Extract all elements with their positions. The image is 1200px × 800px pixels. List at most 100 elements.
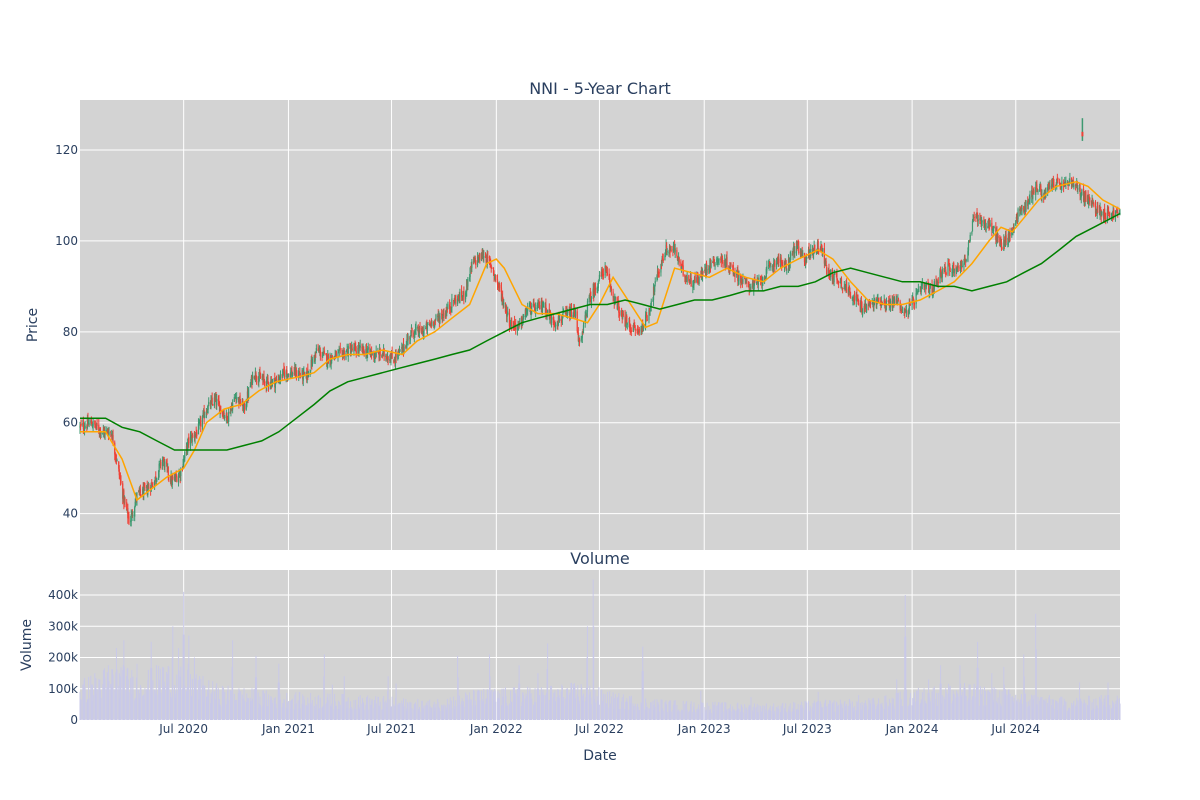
volume-bar bbox=[960, 683, 962, 720]
candle-body bbox=[425, 328, 427, 330]
candle-body bbox=[953, 268, 955, 274]
candle-body bbox=[233, 397, 235, 402]
volume-bar bbox=[764, 709, 766, 720]
volume-bar bbox=[585, 688, 587, 720]
candle-body bbox=[90, 418, 92, 425]
volume-bar bbox=[720, 704, 722, 720]
volume-bar bbox=[146, 690, 148, 720]
volume-bar bbox=[756, 706, 758, 720]
candle-body bbox=[983, 219, 985, 224]
candle-body bbox=[1029, 196, 1031, 200]
volume-bar bbox=[784, 710, 786, 720]
volume-bar bbox=[1057, 702, 1059, 720]
candle-body bbox=[423, 329, 425, 334]
volume-bar bbox=[322, 706, 324, 720]
volume-bar bbox=[195, 688, 197, 720]
volume-bar bbox=[502, 696, 504, 720]
candle-body bbox=[350, 350, 352, 356]
volume-bar bbox=[418, 709, 420, 720]
volume-bar bbox=[505, 695, 507, 720]
candle-body bbox=[951, 269, 954, 274]
candle-body bbox=[789, 256, 791, 263]
candle-body bbox=[379, 348, 381, 356]
volume-bar bbox=[724, 707, 726, 720]
candle-body bbox=[569, 312, 571, 319]
volume-bar bbox=[411, 708, 413, 720]
volume-bar bbox=[980, 694, 982, 720]
volume-bar bbox=[940, 683, 942, 720]
volume-bar bbox=[84, 677, 86, 720]
candle-body bbox=[323, 352, 325, 354]
candle-body bbox=[702, 271, 704, 273]
volume-bar bbox=[350, 708, 352, 720]
candle-body bbox=[762, 278, 764, 281]
volume-bar bbox=[425, 705, 427, 720]
volume-bar bbox=[158, 684, 160, 720]
volume-bar bbox=[466, 695, 468, 720]
candle-body bbox=[1015, 220, 1017, 226]
volume-bar bbox=[716, 710, 718, 720]
candle-body bbox=[980, 215, 982, 225]
volume-bar bbox=[499, 693, 501, 720]
volume-bar bbox=[665, 700, 667, 720]
volume-bar bbox=[644, 709, 646, 720]
candle-body bbox=[314, 352, 316, 361]
volume-bar bbox=[853, 711, 855, 720]
candle-body bbox=[187, 441, 189, 453]
candle-body bbox=[797, 242, 799, 246]
volume-bar bbox=[878, 698, 880, 720]
candle-body bbox=[80, 423, 82, 425]
volume-bar bbox=[694, 709, 696, 720]
volume-bar bbox=[753, 712, 755, 720]
volume-bar bbox=[237, 692, 239, 720]
volume-y-tick-label: 300k bbox=[48, 619, 78, 633]
candle-body bbox=[580, 339, 582, 341]
volume-bar bbox=[354, 709, 356, 720]
volume-bar bbox=[777, 705, 779, 720]
volume-bar bbox=[686, 701, 688, 720]
volume-bar bbox=[441, 708, 443, 720]
candle-body bbox=[850, 295, 852, 298]
volume-bar bbox=[523, 695, 525, 720]
volume-bar bbox=[147, 669, 149, 720]
candle-body bbox=[1041, 194, 1043, 198]
candle-body bbox=[1036, 184, 1038, 190]
candle-body bbox=[447, 304, 449, 309]
volume-bar bbox=[294, 694, 296, 720]
volume-bar bbox=[981, 688, 983, 720]
volume-bar bbox=[729, 710, 731, 720]
volume-bar bbox=[322, 705, 324, 720]
candle-body bbox=[971, 231, 973, 234]
candle-body bbox=[79, 424, 82, 426]
candle-body bbox=[632, 330, 634, 332]
volume-bar bbox=[108, 681, 110, 720]
volume-bar bbox=[1061, 696, 1063, 720]
volume-bar bbox=[638, 709, 640, 720]
volume-bar bbox=[338, 701, 340, 720]
candle-body bbox=[486, 254, 488, 266]
candle-body bbox=[1037, 190, 1039, 193]
volume-bar bbox=[527, 686, 529, 720]
volume-bar bbox=[1011, 697, 1013, 720]
candle-body bbox=[738, 273, 740, 282]
volume-bar bbox=[365, 704, 367, 720]
candle-body bbox=[490, 264, 492, 269]
candle-body bbox=[766, 266, 768, 271]
volume-bar bbox=[290, 708, 292, 720]
volume-bar bbox=[845, 705, 847, 720]
candle-body bbox=[174, 477, 176, 479]
candle-body bbox=[1099, 206, 1101, 215]
volume-bar bbox=[1040, 696, 1042, 720]
candle-body bbox=[183, 458, 185, 466]
volume-bar bbox=[457, 677, 459, 720]
price-y-tick-label: 120 bbox=[55, 143, 78, 157]
candle-body bbox=[1057, 177, 1059, 181]
volume-bar bbox=[825, 699, 827, 720]
volume-bar bbox=[386, 707, 388, 720]
candle-body bbox=[259, 371, 261, 376]
candle-body bbox=[382, 350, 384, 357]
volume-bar bbox=[519, 683, 521, 720]
volume-bar bbox=[115, 648, 117, 720]
candle-body bbox=[297, 375, 299, 377]
volume-bar bbox=[159, 668, 161, 720]
